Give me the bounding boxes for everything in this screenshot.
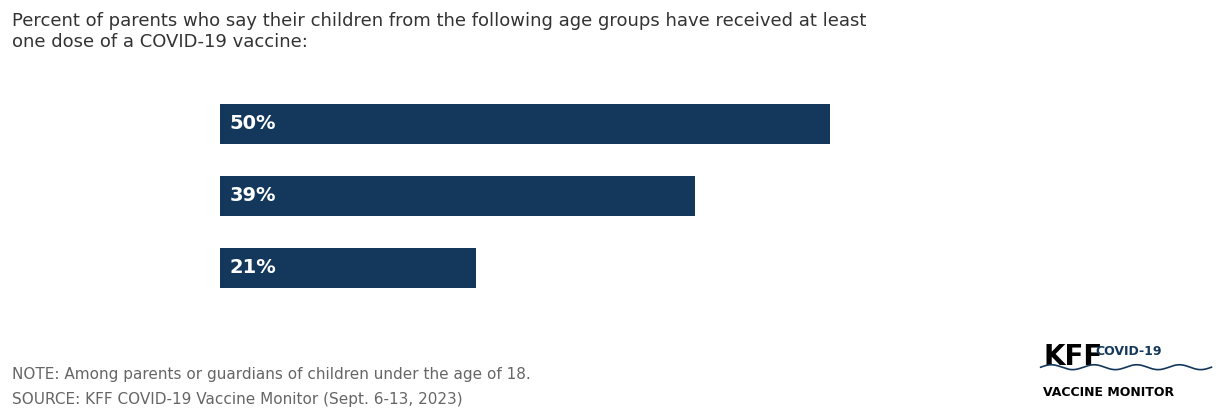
- Bar: [220, 104, 830, 144]
- Bar: [220, 248, 476, 288]
- Text: 39%: 39%: [229, 186, 276, 205]
- Text: VACCINE MONITOR: VACCINE MONITOR: [1043, 386, 1174, 399]
- Text: 50%: 50%: [229, 114, 276, 133]
- Text: SOURCE: KFF COVID-19 Vaccine Monitor (Sept. 6-13, 2023): SOURCE: KFF COVID-19 Vaccine Monitor (Se…: [12, 392, 462, 407]
- Text: NOTE: Among parents or guardians of children under the age of 18.: NOTE: Among parents or guardians of chil…: [12, 367, 531, 382]
- Text: 21%: 21%: [229, 258, 276, 277]
- Text: Percent of parents who say their children from the following age groups have rec: Percent of parents who say their childre…: [12, 12, 866, 51]
- Text: COVID-19: COVID-19: [1096, 345, 1163, 358]
- Bar: [220, 176, 695, 216]
- Text: KFF: KFF: [1043, 343, 1103, 371]
